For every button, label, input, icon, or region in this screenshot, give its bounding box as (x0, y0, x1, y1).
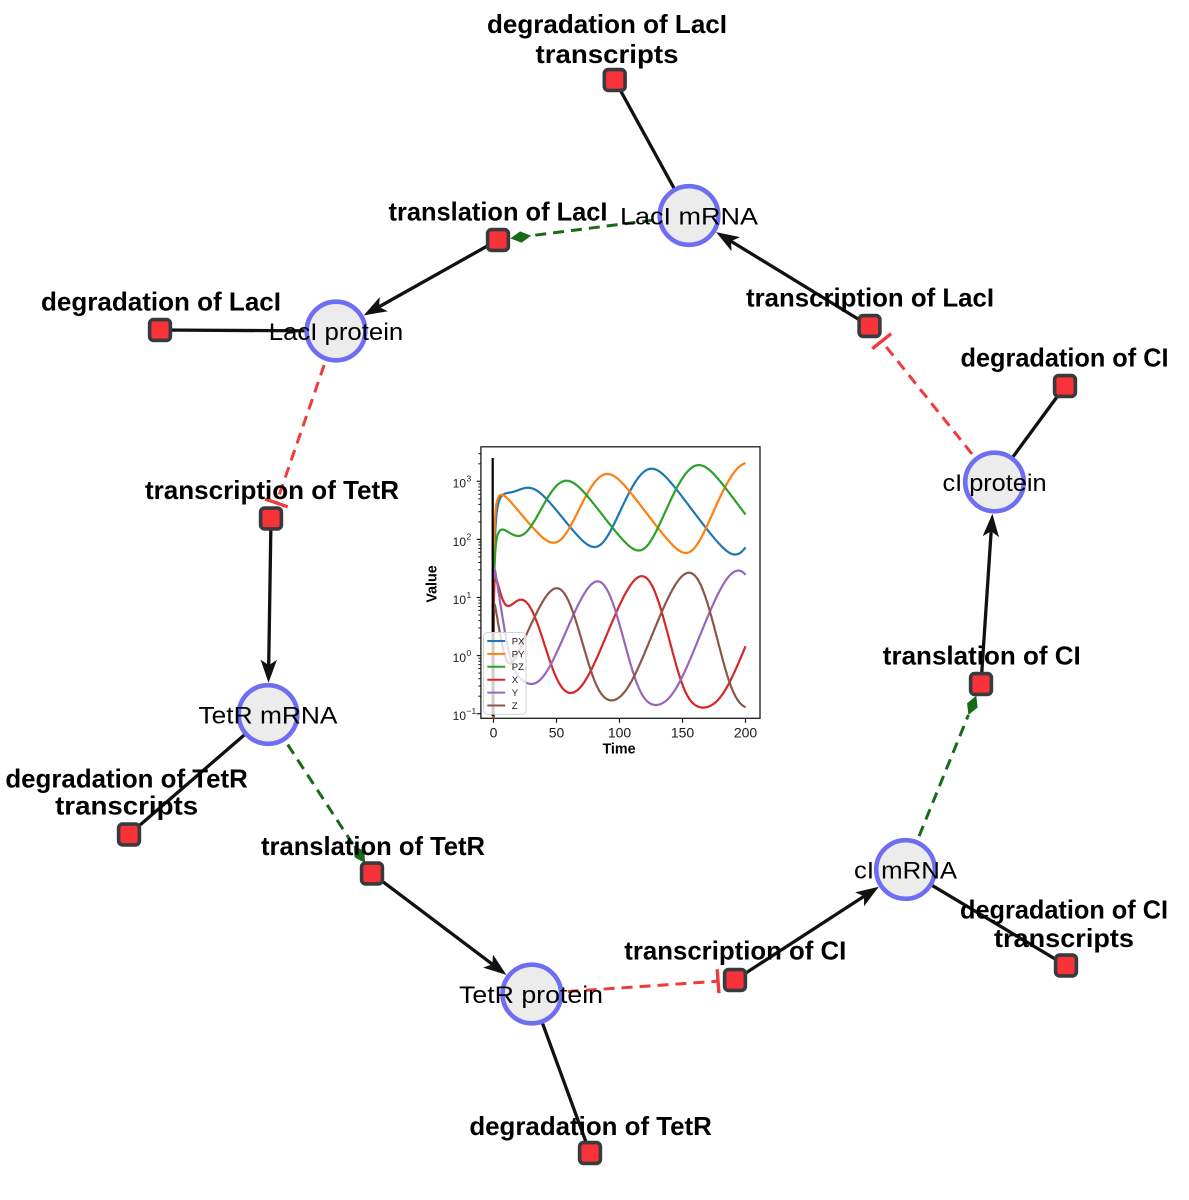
svg-text:PY: PY (512, 649, 525, 660)
svg-text:transcription of TetR: transcription of TetR (145, 475, 399, 505)
svg-text:cI mRNA: cI mRNA (854, 858, 957, 885)
svg-text:10: 10 (453, 651, 467, 665)
svg-text:cI protein: cI protein (943, 470, 1047, 497)
svg-text:LacI protein: LacI protein (269, 319, 404, 346)
svg-text:PZ: PZ (512, 662, 524, 673)
svg-text:translation of TetR: translation of TetR (261, 831, 485, 861)
svg-text:degradation of TetR: degradation of TetR (469, 1111, 712, 1141)
svg-text:0: 0 (467, 648, 472, 658)
svg-text:degradation of CI: degradation of CI (960, 894, 1168, 924)
svg-text:PX: PX (512, 636, 525, 647)
svg-text:degradation of LacI: degradation of LacI (41, 287, 281, 317)
svg-text:transcripts: transcripts (994, 923, 1134, 953)
svg-text:degradation of TetR: degradation of TetR (5, 764, 248, 794)
svg-text:transcripts: transcripts (536, 39, 679, 69)
svg-text:0: 0 (490, 725, 498, 741)
svg-text:150: 150 (671, 725, 695, 741)
svg-text:transcription of CI: transcription of CI (624, 936, 846, 966)
svg-text:Z: Z (512, 701, 518, 712)
svg-text:translation of LacI: translation of LacI (389, 197, 608, 227)
svg-text:10: 10 (453, 477, 467, 491)
svg-text:translation of CI: translation of CI (883, 641, 1081, 671)
svg-text:100: 100 (608, 725, 632, 741)
svg-text:200: 200 (734, 725, 758, 741)
svg-text:transcripts: transcripts (55, 791, 198, 821)
svg-text:LacI mRNA: LacI mRNA (620, 204, 758, 231)
svg-text:10: 10 (453, 535, 467, 549)
svg-text:50: 50 (549, 725, 565, 741)
svg-text:Y: Y (512, 688, 519, 699)
svg-text:degradation of LacI: degradation of LacI (487, 9, 727, 39)
svg-text:degradation of CI: degradation of CI (961, 343, 1169, 373)
svg-text:TetR mRNA: TetR mRNA (199, 703, 338, 730)
svg-text:Value: Value (424, 565, 440, 602)
svg-text:10: 10 (453, 709, 467, 723)
svg-text:2: 2 (467, 532, 472, 542)
svg-text:transcription of LacI: transcription of LacI (746, 283, 994, 313)
svg-text:3: 3 (467, 474, 472, 484)
svg-text:−1: −1 (467, 706, 477, 716)
svg-text:1: 1 (467, 590, 472, 600)
svg-text:TetR protein: TetR protein (459, 982, 603, 1009)
svg-text:10: 10 (453, 593, 467, 607)
svg-text:Time: Time (602, 742, 635, 758)
svg-text:X: X (512, 675, 519, 686)
